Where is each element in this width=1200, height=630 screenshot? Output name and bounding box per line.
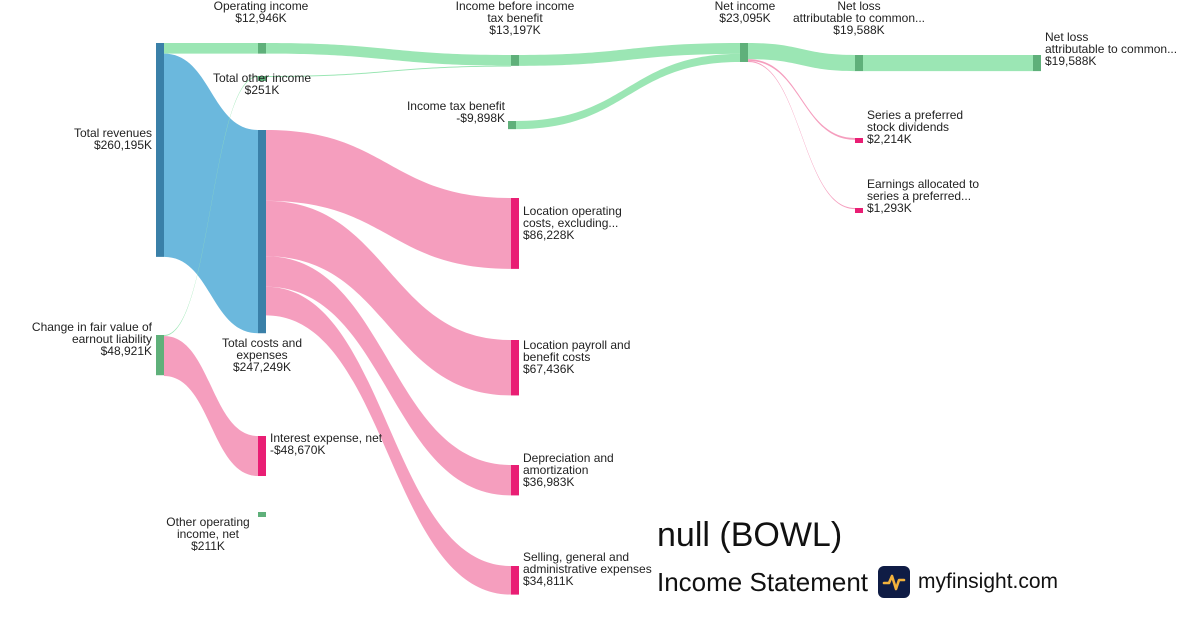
sankey-node-ni[interactable] <box>740 43 748 62</box>
sankey-label-spd: Series a preferred stock dividends $2,214K <box>867 108 963 146</box>
sankey-label-nla2: Net loss attributable to common... $19,588… <box>1045 30 1177 68</box>
sankey-node-cfv[interactable] <box>156 335 164 376</box>
sankey-node-lpb[interactable] <box>511 340 519 396</box>
sankey-node-loc[interactable] <box>511 198 519 269</box>
sankey-node-nla1[interactable] <box>855 55 863 72</box>
sankey-link-tce-loc <box>266 130 511 269</box>
sankey-label-lpb: Location payroll and benefit costs $67,436… <box>523 338 630 376</box>
sankey-link-ni-spd <box>748 59 855 140</box>
sankey-link-ibt-ni <box>519 43 740 66</box>
sankey-link-tce-sga <box>266 286 511 595</box>
sankey-node-dep[interactable] <box>511 465 519 496</box>
sankey-link-tce-dep <box>266 256 511 496</box>
sankey-link-tce-lpb <box>266 200 511 396</box>
sankey-label-opinc: Operating income $12,946K <box>214 0 309 25</box>
sankey-link-ni-nla1 <box>748 43 855 72</box>
sankey-node-sga[interactable] <box>511 566 519 595</box>
sankey-label-tce: Total costs and expenses $247,249K <box>222 336 302 374</box>
sankey-label-nla1: Net loss attributable to common... $19,588… <box>793 0 925 37</box>
sankey-node-int[interactable] <box>258 436 266 477</box>
sankey-label-int: Interest expense, net -$48,670K <box>270 431 383 457</box>
sankey-node-ibt[interactable] <box>511 55 519 66</box>
sankey-link-cfv-toi <box>164 76 258 336</box>
sankey-nodes <box>156 43 1041 595</box>
sankey-link-nla1-nla2 <box>863 55 1033 72</box>
site-link[interactable]: myfinsight.com <box>918 570 1059 593</box>
sankey-label-eas: Earnings allocated to series a preferred.… <box>867 177 979 215</box>
sankey-node-nla2[interactable] <box>1033 55 1041 72</box>
sankey-links <box>164 43 1033 595</box>
sankey-node-opinc[interactable] <box>258 43 266 54</box>
sankey-label-ooi: Other operating income, net $211K <box>166 515 249 553</box>
sankey-node-eas[interactable] <box>855 208 863 213</box>
sankey-label-ibt: Income before income tax benefit $13,197K <box>456 0 575 37</box>
sankey-node-rev[interactable] <box>156 43 164 257</box>
sankey-label-cfv: Change in fair value of earnout liability… <box>32 320 153 358</box>
sankey-label-rev: Total revenues $260,195K <box>74 126 152 152</box>
sankey-node-itb[interactable] <box>508 121 516 130</box>
sankey-node-ooi[interactable] <box>258 512 266 517</box>
sankey-link-rev-opinc <box>164 43 258 54</box>
statement-row: Income Statement myfinsight.com <box>657 566 1058 598</box>
sankey-link-opinc-ibt <box>266 43 511 66</box>
statement-title: Income Statement <box>657 566 868 597</box>
sankey-node-tce[interactable] <box>258 130 266 334</box>
sankey-link-cfv-int <box>164 336 258 477</box>
pulse-line-icon <box>878 566 910 598</box>
sankey-label-dep: Depreciation and amortization $36,983K <box>523 451 614 489</box>
sankey-link-rev-tce <box>164 53 258 334</box>
sankey-label-itb: Income tax benefit -$9,898K <box>407 99 506 125</box>
sankey-node-toi[interactable] <box>258 76 266 81</box>
sankey-label-loc: Location operating costs, excluding... $86… <box>523 204 622 242</box>
sankey-label-sga: Selling, general and administrative expen… <box>523 550 652 588</box>
sankey-node-spd[interactable] <box>855 138 863 143</box>
company-title: null (BOWL) <box>657 516 843 554</box>
sankey-label-ni: Net income $23,095K <box>715 0 776 25</box>
sankey-label-toi: Total other income $251K <box>213 71 311 97</box>
sankey-link-itb-ni <box>516 53 740 130</box>
sankey-link-toi-ibt <box>266 65 511 77</box>
sankey-link-ni-eas <box>748 60 855 210</box>
sankey-labels: Total revenues $260,195K Change in fair va… <box>32 0 1177 588</box>
